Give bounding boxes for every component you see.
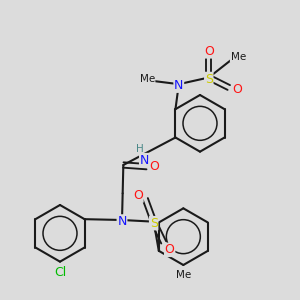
Text: O: O	[165, 243, 175, 256]
Text: S: S	[150, 217, 158, 230]
Text: S: S	[205, 73, 213, 85]
Text: N: N	[140, 154, 149, 166]
Text: H: H	[136, 144, 143, 154]
Text: Me: Me	[176, 270, 191, 280]
Text: N: N	[174, 79, 184, 92]
Text: Cl: Cl	[54, 266, 66, 279]
Text: Me: Me	[230, 52, 246, 62]
Text: O: O	[232, 82, 242, 95]
Text: N: N	[117, 215, 127, 228]
Text: O: O	[133, 189, 143, 202]
Text: O: O	[149, 160, 159, 173]
Text: Me: Me	[140, 74, 155, 84]
Text: O: O	[204, 45, 214, 58]
